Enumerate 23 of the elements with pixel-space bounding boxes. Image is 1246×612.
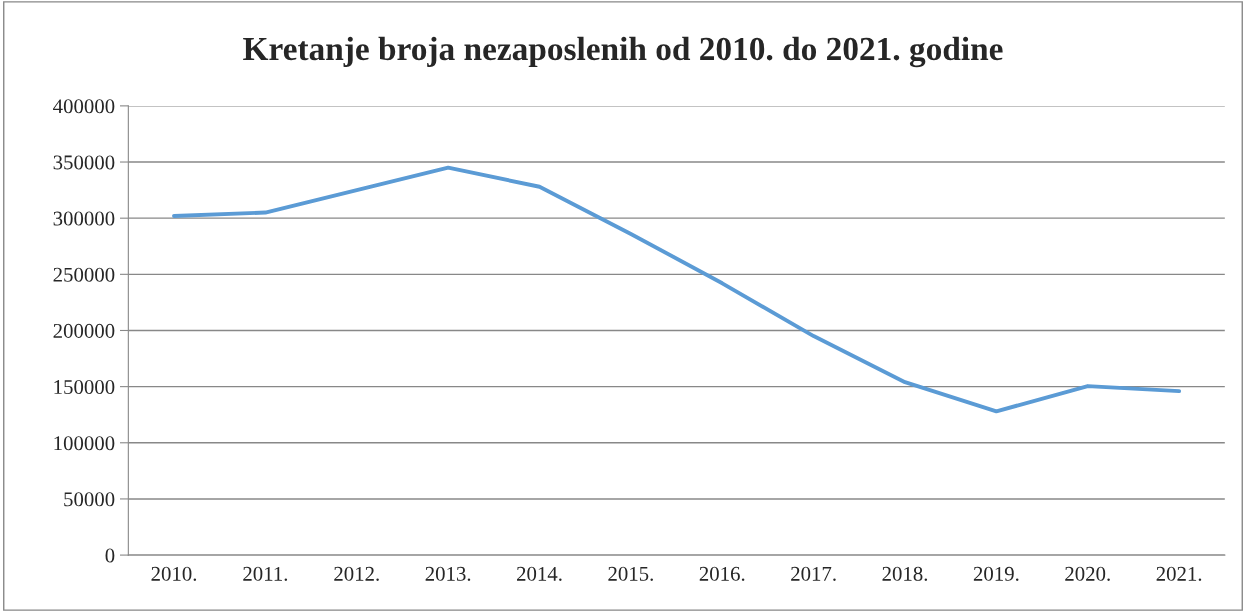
x-tick-label: 2014. — [517, 566, 562, 581]
y-tick-label: 0 — [105, 548, 115, 563]
y-tick-label: 50000 — [64, 492, 115, 507]
y-tick-label: 400000 — [53, 99, 115, 114]
y-tick-label: 100000 — [54, 436, 115, 451]
x-tick-label: 2017. — [791, 566, 836, 581]
y-tick-label: 300000 — [53, 211, 115, 226]
line-series — [172, 165, 1182, 414]
x-tick-label: 2019. — [973, 566, 1019, 581]
x-tick-label: 2020. — [1065, 566, 1110, 581]
x-tick-label: 2018. — [882, 566, 928, 581]
y-tick-label: 350000 — [53, 155, 115, 170]
x-tick-label: 2010. — [151, 566, 197, 581]
x-tick-label: 2012. — [334, 566, 379, 581]
y-tick-label: 200000 — [53, 323, 115, 338]
x-tick-label: 2015. — [608, 566, 653, 581]
x-tick-label: 2013. — [425, 566, 471, 581]
y-tick-label: 150000 — [54, 380, 115, 395]
y-tick-label: 250000 — [53, 267, 115, 282]
chart-title: Kretanje broja nezaposlenih od 2010. do 2021. godine — [243, 36, 1003, 68]
x-tick-label: 2016. — [699, 566, 745, 581]
x-tick-label: 2011. — [243, 566, 288, 581]
x-tick-label: 2021. — [1156, 566, 1202, 581]
